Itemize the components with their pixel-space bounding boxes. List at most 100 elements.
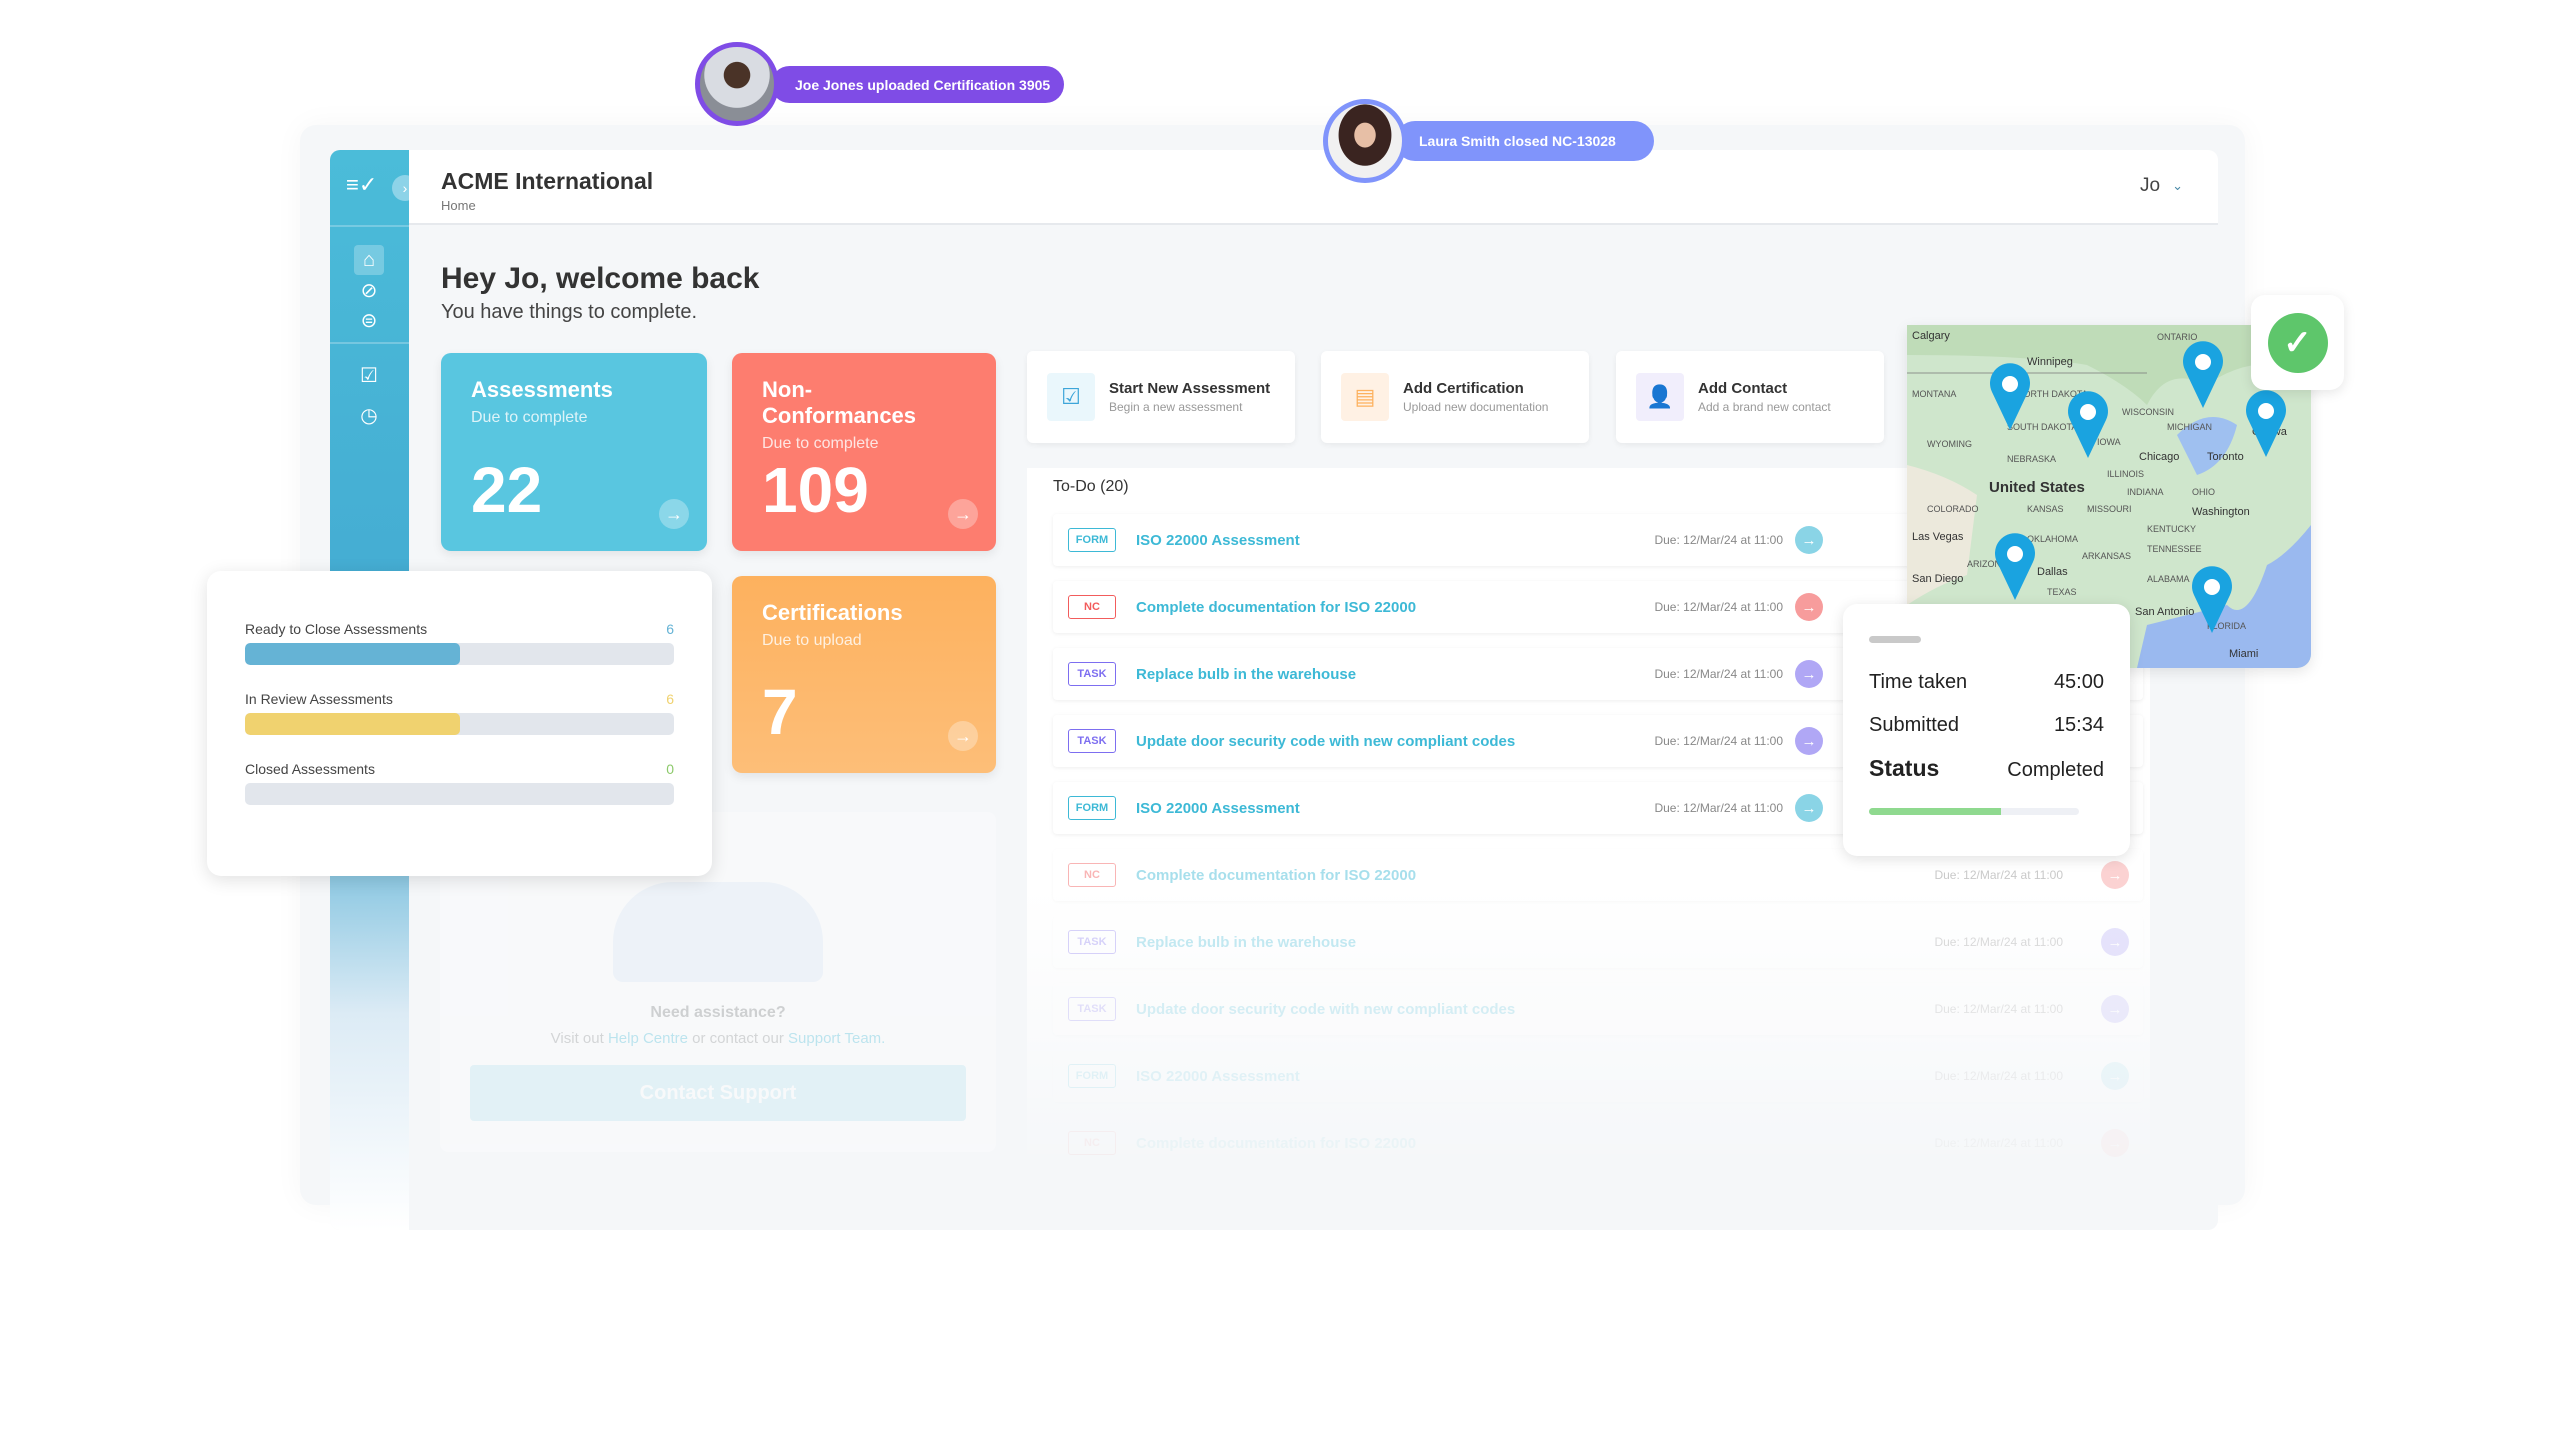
map-region-label: NORTH DAKOTA [2017, 389, 2088, 399]
arrow-right-icon[interactable]: → [948, 721, 978, 751]
todo-due-date: Due: 12/Mar/24 at 11:00 [1934, 1069, 2063, 1083]
help-centre-link[interactable]: Help Centre [607, 1030, 688, 1047]
arrow-right-icon[interactable]: → [1795, 727, 1823, 755]
checklist-icon[interactable]: ☑ [360, 364, 378, 387]
map-pin-icon[interactable] [2192, 566, 2232, 633]
notification-pill[interactable]: Laura Smith closed NC-13028 [1395, 121, 1654, 161]
todo-title[interactable]: ISO 22000 Assessment [1136, 531, 1300, 549]
progress-label-row: In Review Assessments 6 [245, 691, 674, 707]
arrow-right-icon[interactable]: → [2101, 928, 2129, 956]
todo-type-badge: FORM [1068, 1064, 1116, 1088]
map-pin-icon[interactable] [1995, 533, 2035, 600]
map-city-label: Chicago [2139, 451, 2179, 463]
map-pin-icon[interactable] [2068, 391, 2108, 458]
map-region-label: ONTARIO [2157, 332, 2197, 342]
todo-title[interactable]: Replace bulb in the warehouse [1136, 933, 1357, 951]
arrow-right-icon[interactable]: → [659, 499, 689, 529]
todo-row[interactable]: TASK Update door security code with new c… [1053, 983, 2143, 1035]
map-region-label: ARKANSAS [2082, 551, 2131, 561]
todo-row[interactable]: NC Complete documentation for ISO 22000 Du… [1053, 849, 2143, 901]
add-certification-button[interactable]: ▤ Add Certification Upload new documentat… [1321, 351, 1589, 443]
progress-label-row: Ready to Close Assessments 6 [245, 621, 674, 637]
todo-row[interactable]: TASK Replace bulb in the warehouse Due: 12… [1053, 916, 2143, 968]
progress-fill [245, 643, 460, 665]
notification-text: Laura Smith closed NC-13028 [1419, 133, 1616, 149]
status-value: Completed [2007, 759, 2104, 781]
todo-title[interactable]: ISO 22000 Assessment [1136, 1067, 1300, 1085]
map-region-label: NEBRASKA [2007, 454, 2056, 464]
contact-support-button[interactable]: Contact Support [470, 1065, 966, 1121]
todo-title[interactable]: Update door security code with new compl… [1136, 1000, 1516, 1018]
arrow-right-icon[interactable]: → [1795, 660, 1823, 688]
add-contact-button[interactable]: 👤 Add Contact Add a brand new contact [1616, 351, 1884, 443]
chevron-down-icon: ⌄ [2172, 178, 2183, 193]
todo-row[interactable]: NC Complete documentation for ISO 22000 Du… [1053, 1117, 2143, 1169]
non-conformances-card[interactable]: Non-Conformances Due to complete 109 → [732, 353, 996, 551]
map-pin-icon[interactable] [2246, 390, 2286, 457]
assessment-progress-panel: Ready to Close Assessments 6 In Review Ass… [207, 571, 712, 876]
map-region-label: KANSAS [2027, 504, 2064, 514]
list-circle-icon[interactable]: ⊜ [360, 309, 378, 332]
welcome-title: Hey Jo, welcome back [441, 262, 760, 295]
checkbox-icon: ☑ [1047, 373, 1095, 421]
arrow-right-icon[interactable]: → [2101, 1062, 2129, 1090]
support-team-link[interactable]: Support Team. [788, 1030, 886, 1047]
start-new-assessment-button[interactable]: ☑ Start New Assessment Begin a new assess… [1027, 351, 1295, 443]
clock-icon[interactable]: ◷ [360, 404, 378, 427]
arrow-right-icon[interactable]: → [1795, 593, 1823, 621]
card-count: 109 [762, 454, 869, 526]
qa-title: Add Certification [1403, 380, 1524, 397]
map-city-label: Dallas [2037, 566, 2068, 578]
todo-type-badge: TASK [1068, 729, 1116, 753]
todo-title[interactable]: Complete documentation for ISO 22000 [1136, 1134, 1417, 1152]
breadcrumb[interactable]: Home [441, 198, 476, 213]
arrow-right-icon[interactable]: → [1795, 794, 1823, 822]
user-menu[interactable]: Jo ⌄ [2140, 175, 2183, 197]
arrow-right-icon[interactable]: → [948, 499, 978, 529]
todo-due-date: Due: 12/Mar/24 at 11:00 [1654, 533, 1783, 547]
assessments-card[interactable]: Assessments Due to complete 22 → [441, 353, 707, 551]
home-icon[interactable]: ⌂ [354, 245, 384, 275]
todo-title[interactable]: Complete documentation for ISO 22000 [1136, 866, 1417, 884]
drag-handle[interactable] [1869, 636, 1921, 643]
map-region-label: SOUTH DAKOTA [2007, 422, 2077, 432]
map-pin-icon[interactable] [2183, 341, 2223, 408]
stat-value: 45:00 [2053, 671, 2104, 693]
todo-row[interactable]: FORM ISO 22000 Assessment Due: 12/Mar/24 a… [1053, 1050, 2143, 1102]
map-city-label: San Antonio [2135, 606, 2194, 618]
card-count: 22 [471, 454, 543, 526]
search-check-icon[interactable]: ⊘ [360, 279, 378, 302]
map-region-label: COLORADO [1927, 504, 1979, 514]
map-region-label: ILLINOIS [2107, 469, 2144, 479]
todo-due-date: Due: 12/Mar/24 at 11:00 [1934, 868, 2063, 882]
progress-count: 6 [666, 691, 674, 707]
arrow-right-icon[interactable]: → [2101, 1129, 2129, 1157]
todo-type-badge: NC [1068, 1131, 1116, 1155]
support-text-a: Visit out [550, 1030, 608, 1047]
arrow-right-icon[interactable]: → [2101, 861, 2129, 889]
location-map[interactable]: CalgaryWinnipegChicagoTorontoOttawaWashi… [1907, 325, 2311, 668]
support-text: Visit out Help Centre or contact our Sup… [440, 1030, 996, 1047]
stat-label: Time taken [1869, 671, 1968, 693]
todo-title[interactable]: Replace bulb in the warehouse [1136, 665, 1357, 683]
todo-title[interactable]: Complete documentation for ISO 22000 [1136, 598, 1417, 616]
sidebar-divider [330, 342, 409, 344]
todo-due-date: Due: 12/Mar/24 at 11:00 [1934, 1136, 2063, 1150]
notification-pill[interactable]: Joe Jones uploaded Certification 3905 [771, 66, 1064, 103]
progress-bar [245, 713, 674, 735]
arrow-right-icon[interactable]: → [2101, 995, 2129, 1023]
map-pin-icon[interactable] [1990, 363, 2030, 430]
todo-title[interactable]: ISO 22000 Assessment [1136, 799, 1300, 817]
arrow-right-icon[interactable]: → [1795, 526, 1823, 554]
map-city-label: Las Vegas [1912, 531, 1964, 543]
todo-title[interactable]: Update door security code with new compl… [1136, 732, 1516, 750]
certifications-card[interactable]: Certifications Due to upload 7 → [732, 576, 996, 773]
org-title: ACME International [441, 168, 654, 194]
progress-item: Closed Assessments 0 [245, 761, 674, 805]
map-city-label: Toronto [2207, 451, 2244, 463]
qa-title: Add Contact [1698, 380, 1788, 397]
todo-type-badge: TASK [1068, 997, 1116, 1021]
progress-item: In Review Assessments 6 [245, 691, 674, 735]
qa-subtitle: Upload new documentation [1403, 400, 1549, 414]
status-progress-bar [1869, 808, 2079, 815]
